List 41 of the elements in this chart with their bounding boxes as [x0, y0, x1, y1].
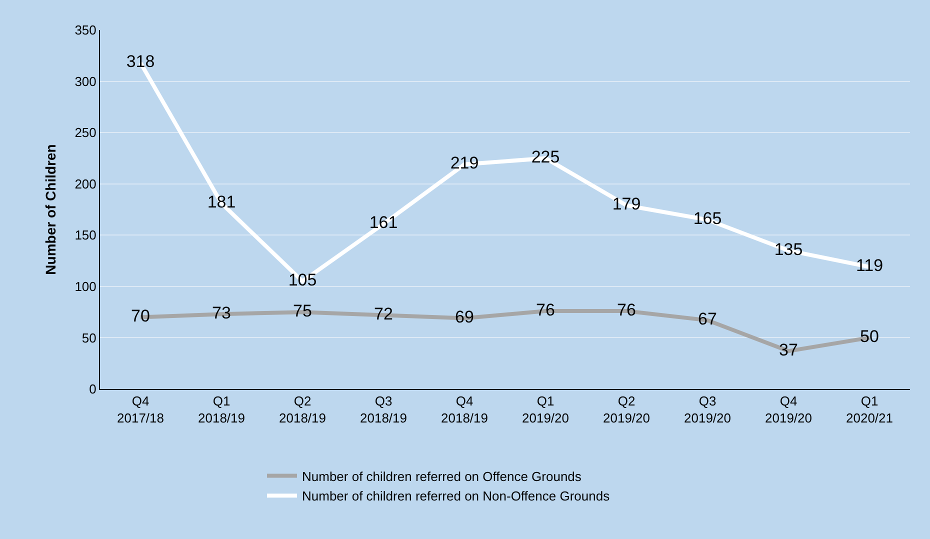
data-label: 37 [779, 340, 798, 360]
legend-label: Number of children referred on Non-Offence Grounds [302, 488, 610, 504]
data-label: 318 [126, 52, 155, 72]
x-tick-label: Q2 2019/20 [603, 394, 650, 426]
x-tick-label: Q1 2019/20 [522, 394, 569, 426]
legend-label: Number of children referred on Offence Grounds [302, 468, 582, 484]
y-tick-label: 200 [74, 176, 96, 192]
data-label: 219 [450, 154, 479, 173]
data-label: 50 [860, 326, 879, 346]
y-tick-label: 50 [82, 330, 96, 346]
x-tick-label: Q4 2018/19 [441, 394, 488, 426]
data-label: 161 [369, 213, 398, 232]
x-tick-label: Q1 2020/21 [846, 394, 893, 426]
data-label: 165 [693, 209, 722, 228]
x-tick-label: Q1 2018/19 [198, 394, 245, 426]
y-tick-label: 0 [89, 382, 96, 397]
y-tick-label: 250 [74, 125, 96, 140]
y-tick-label: 350 [74, 22, 96, 38]
y-tick-label: 100 [74, 278, 96, 294]
data-label: 67 [698, 310, 717, 329]
x-tick-label: Q3 2019/20 [684, 394, 731, 426]
data-label: 72 [374, 304, 393, 324]
data-label: 76 [536, 300, 555, 320]
data-label: 76 [617, 300, 636, 320]
y-tick-label: 300 [74, 74, 96, 89]
data-label: 73 [212, 303, 231, 322]
x-tick-label: Q4 2019/20 [765, 394, 812, 426]
data-label: 181 [207, 192, 236, 212]
data-label: 70 [131, 306, 150, 326]
data-label: 119 [856, 256, 884, 276]
data-label: 75 [293, 301, 312, 320]
data-label: 105 [288, 270, 317, 290]
x-tick-label: Q3 2018/19 [360, 394, 407, 426]
data-label: 225 [531, 147, 560, 166]
x-tick-label: Q2 2018/19 [279, 394, 326, 426]
y-tick-label: 150 [74, 228, 96, 243]
data-label: 179 [612, 194, 641, 214]
data-label: 69 [455, 307, 474, 326]
x-tick-label: Q4 2017/18 [117, 394, 164, 426]
data-label: 135 [774, 240, 803, 259]
y-axis-title: Number of Children [42, 144, 58, 275]
